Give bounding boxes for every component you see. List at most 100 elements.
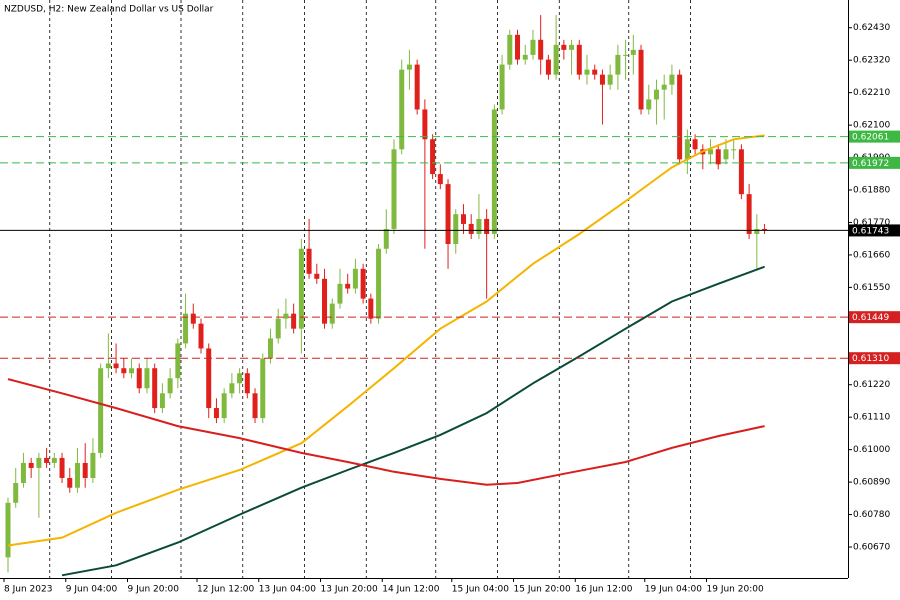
candle-body xyxy=(322,278,328,324)
x-tick-label: 13 Jun 04:00 xyxy=(259,585,316,595)
plot-layer xyxy=(0,15,848,577)
candle-body xyxy=(267,338,273,359)
candle-body xyxy=(159,393,165,409)
candle-body xyxy=(221,393,227,419)
y-tick-label: 0.61220 xyxy=(853,380,890,390)
candle-body xyxy=(36,457,42,468)
candle-body xyxy=(44,457,50,463)
candle-body xyxy=(661,84,667,90)
x-tick-label: 19 Jun 20:00 xyxy=(707,585,764,595)
candle-body xyxy=(213,408,219,419)
x-tick-label: 19 Jun 04:00 xyxy=(645,585,702,595)
y-tick-label: 0.62430 xyxy=(853,23,890,33)
candle-body xyxy=(468,223,474,234)
candle-body xyxy=(422,109,428,140)
candle-body xyxy=(538,39,544,60)
candle-body xyxy=(723,149,729,160)
price-tag xyxy=(849,311,900,324)
candle-body xyxy=(237,373,243,384)
axis-layer: 0.624300.623200.622100.621000.619900.618… xyxy=(3,23,900,595)
candle-body xyxy=(283,313,289,319)
candle-body xyxy=(291,313,297,329)
y-tick-label: 0.61770 xyxy=(853,218,890,228)
candle-body xyxy=(584,69,590,75)
candle-body xyxy=(136,368,142,389)
candle-body xyxy=(144,368,150,389)
candle-body xyxy=(314,273,320,279)
candle-body xyxy=(484,218,490,234)
candle-body xyxy=(545,59,551,75)
candle-body xyxy=(414,64,420,110)
candle-body xyxy=(445,184,451,245)
candle-body xyxy=(113,363,119,369)
candle-body xyxy=(152,368,158,409)
moving-average xyxy=(61,265,765,577)
x-tick-label: 12 Jun 12:00 xyxy=(197,585,254,595)
candle-body xyxy=(638,49,644,110)
candle-body xyxy=(260,358,266,419)
candle-body xyxy=(553,44,559,75)
price-tag-label: 0.61743 xyxy=(852,226,889,236)
candle-body xyxy=(383,228,389,249)
x-tick-label: 8 Jun 2023 xyxy=(4,585,52,595)
candle-body xyxy=(406,64,412,70)
candle-body xyxy=(715,149,721,165)
y-tick-label: 0.60780 xyxy=(853,510,890,520)
price-tag-label: 0.61972 xyxy=(852,159,889,169)
candle-body xyxy=(646,99,652,110)
candle-body xyxy=(98,368,104,453)
candle-body xyxy=(476,218,482,234)
candle-body xyxy=(615,54,621,75)
candle-body xyxy=(337,283,343,304)
x-tick-label: 9 Jun 20:00 xyxy=(128,585,180,595)
candle-body xyxy=(129,368,135,374)
candle-body xyxy=(499,64,505,110)
grid-layer xyxy=(49,0,691,578)
candle-body xyxy=(360,268,366,299)
candle-body xyxy=(175,343,181,379)
price-tag xyxy=(849,352,900,365)
candle-body xyxy=(345,283,351,289)
candle-body xyxy=(51,457,57,463)
candle-body xyxy=(599,74,605,85)
candle-body xyxy=(522,54,528,60)
candle-body xyxy=(437,174,443,185)
x-tick-label: 9 Jun 04:00 xyxy=(66,585,118,595)
moving-average xyxy=(7,378,765,486)
price-tag-label: 0.61449 xyxy=(852,313,889,323)
y-tick-label: 0.61660 xyxy=(853,250,890,260)
candle-body xyxy=(530,39,536,55)
x-tick-label: 15 Jun 04:00 xyxy=(452,585,509,595)
candle-body xyxy=(5,502,11,558)
candle-body xyxy=(453,214,459,245)
candle-body xyxy=(28,462,34,468)
candle-body xyxy=(190,313,196,324)
candle-body xyxy=(607,74,613,85)
candle-body xyxy=(460,214,466,224)
candle-body xyxy=(275,318,281,339)
y-tick-label: 0.61000 xyxy=(853,445,890,455)
y-tick-label: 0.62210 xyxy=(853,88,890,98)
x-tick-label: 15 Jun 20:00 xyxy=(514,585,571,595)
candle-body xyxy=(121,368,127,374)
candle-body xyxy=(206,348,212,409)
y-tick-label: 0.62100 xyxy=(853,121,890,131)
candle-body xyxy=(592,69,598,75)
candle-body xyxy=(491,109,497,234)
candle-body xyxy=(368,298,374,319)
candle-body xyxy=(561,44,567,50)
candle-body xyxy=(67,477,73,488)
price-tag xyxy=(849,224,900,237)
candle-body xyxy=(391,149,397,229)
candle-body xyxy=(623,54,629,56)
candle-body xyxy=(708,149,714,155)
candle-body xyxy=(298,248,304,329)
candle-body xyxy=(507,34,513,65)
candle-body xyxy=(576,44,582,75)
candle-body xyxy=(653,89,659,100)
candle-body xyxy=(669,74,675,85)
price-tag xyxy=(849,130,900,143)
candle-body xyxy=(399,69,405,150)
x-tick-label: 16 Jun 12:00 xyxy=(575,585,632,595)
